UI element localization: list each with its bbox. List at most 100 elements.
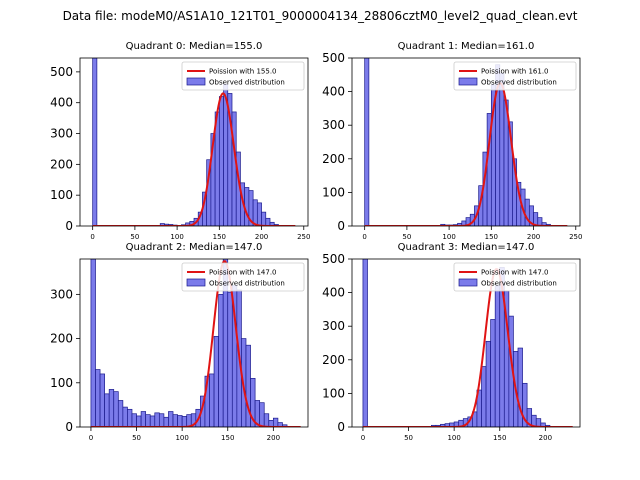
x-tick-label: 100 xyxy=(447,434,460,442)
y-tick-label: 0 xyxy=(337,219,345,233)
x-tick-label: 250 xyxy=(569,233,582,241)
axes-frame xyxy=(351,57,581,227)
y-tick-label: 0 xyxy=(65,219,73,233)
x-tick-label: 50 xyxy=(402,233,411,241)
histogram-bars xyxy=(364,58,568,226)
x-tick-label: 150 xyxy=(493,434,506,442)
x-tick-label: 200 xyxy=(267,434,280,442)
legend-entry-poisson: Poission with 155.0 xyxy=(209,68,277,76)
x-tick-label: 150 xyxy=(213,233,226,241)
x-tick-label: 0 xyxy=(90,233,94,241)
histogram-bar xyxy=(163,416,169,427)
histogram-bar xyxy=(259,402,265,427)
x-tick-label: 200 xyxy=(255,233,268,241)
x-tick-label: 0 xyxy=(362,233,366,241)
histogram-bars xyxy=(92,58,296,226)
legend: Poission with 147.0 Observed distribution xyxy=(453,262,577,292)
histogram-bar xyxy=(231,111,237,226)
histogram-bar xyxy=(494,285,501,427)
x-tick-label: 50 xyxy=(132,434,141,442)
histogram-bar xyxy=(364,58,370,226)
legend-entry-observed: Observed distribution xyxy=(481,280,557,288)
histogram-bar xyxy=(90,259,96,427)
y-tick-label: 200 xyxy=(322,152,345,166)
y-tick-label: 200 xyxy=(50,157,73,171)
histogram-bar xyxy=(181,416,188,427)
x-tick-label: 0 xyxy=(89,434,93,442)
y-tick-label: 400 xyxy=(50,96,73,110)
y-tick-label: 500 xyxy=(322,51,345,65)
histogram-bar xyxy=(177,415,183,427)
legend-bar-swatch xyxy=(186,77,206,86)
y-tick-label: 100 xyxy=(50,188,73,202)
histogram-bar xyxy=(145,414,151,427)
x-tick-label: 150 xyxy=(485,233,498,241)
panel-title: Quadrant 2: Median=147.0 xyxy=(126,242,263,253)
y-tick-label: 300 xyxy=(322,118,345,132)
legend: Poission with 155.0 Observed distribution xyxy=(181,61,305,91)
x-tick-label: 100 xyxy=(442,233,455,241)
y-tick-label: 0 xyxy=(65,420,73,434)
axes-frame xyxy=(79,57,309,227)
histogram-bar xyxy=(218,294,224,427)
histogram-bars xyxy=(362,259,573,427)
histogram-bar xyxy=(272,417,279,427)
histogram-bar xyxy=(256,202,262,226)
histogram-bar xyxy=(131,413,137,427)
histogram-bar xyxy=(172,414,178,427)
quadrant-0-panel: Quadrant 0: Median=155.00100200300400500… xyxy=(50,41,310,241)
x-tick-label: 200 xyxy=(539,434,552,442)
y-tick-label: 100 xyxy=(50,376,73,390)
y-tick-label: 0 xyxy=(337,420,345,434)
y-tick-label: 400 xyxy=(322,85,345,99)
legend-box xyxy=(453,262,577,292)
histogram-bar xyxy=(213,336,219,427)
legend-entry-poisson: Poission with 147.0 xyxy=(481,269,549,277)
axes-frame xyxy=(79,258,309,428)
quadrant-2-panel: Quadrant 2: Median=147.0 0 100 200 300 0 50 100… xyxy=(50,242,309,442)
quadrant-3-panel: Quadrant 3: Median=147.00100200300400500… xyxy=(322,242,581,442)
x-tick-label: 100 xyxy=(175,434,188,442)
histogram-bar xyxy=(218,96,224,226)
poisson-curve xyxy=(362,268,573,427)
histogram-bar xyxy=(481,366,487,427)
x-tick-label: 100 xyxy=(170,233,183,241)
histogram-bar xyxy=(117,400,124,427)
legend: Poission with 161.0 Observed distribution xyxy=(453,61,577,91)
histogram-bar xyxy=(122,406,128,427)
histogram-bar xyxy=(168,411,174,427)
histogram-bar xyxy=(104,393,110,427)
histogram-bar xyxy=(154,412,160,427)
x-tick-label: 50 xyxy=(130,233,139,241)
x-tick-label: 150 xyxy=(221,434,234,442)
histogram-bar xyxy=(127,408,133,427)
histogram-bar xyxy=(362,259,368,427)
y-tick-label: 100 xyxy=(322,185,345,199)
figure-suptitle: Data file: modeM0/AS1A10_121T01_90000041… xyxy=(63,9,578,23)
legend-box xyxy=(181,262,305,292)
histogram-bar xyxy=(252,199,258,226)
legend-bar-swatch xyxy=(186,278,206,287)
histogram-bar xyxy=(265,217,271,226)
histogram-bar xyxy=(485,340,491,427)
histogram-bar xyxy=(261,211,267,226)
histogram-bar xyxy=(490,319,496,427)
histogram-bar xyxy=(95,369,101,427)
legend-entry-observed: Observed distribution xyxy=(209,280,285,288)
histogram-bar xyxy=(99,373,105,427)
y-tick-label: 500 xyxy=(50,65,73,79)
y-tick-label: 300 xyxy=(322,319,345,333)
histogram-bar xyxy=(158,413,165,427)
histogram-bar xyxy=(522,382,528,427)
histogram-bar xyxy=(537,217,543,226)
histogram-bar xyxy=(499,72,505,226)
legend-box xyxy=(453,61,577,91)
legend: Poission with 147.0 Observed distribution xyxy=(181,262,305,292)
panel-title: Quadrant 3: Median=147.0 xyxy=(398,242,535,253)
poisson-curve xyxy=(92,92,296,226)
x-tick-label: 200 xyxy=(527,233,540,241)
y-tick-label: 300 xyxy=(50,287,73,301)
panel-title: Quadrant 0: Median=155.0 xyxy=(126,41,263,52)
histogram-bar xyxy=(92,58,98,226)
y-tick-label: 500 xyxy=(322,252,345,266)
